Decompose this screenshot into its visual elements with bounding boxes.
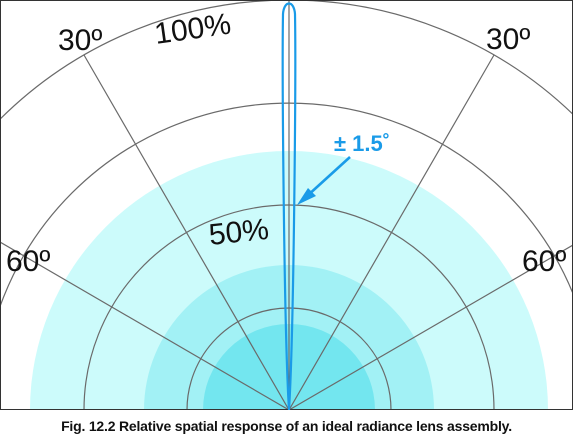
radial-line-30-right <box>288 54 495 410</box>
beam-lobe <box>281 2 297 410</box>
beam-arrow <box>297 156 351 205</box>
label-50-percent: 50% <box>207 213 270 252</box>
figure-caption: Fig. 12.2 Relative spatial response of a… <box>61 418 512 434</box>
beam-arrow-line <box>305 156 351 198</box>
radial-lines <box>0 0 573 410</box>
radial-line-60-left <box>0 241 290 410</box>
beam-angle-label: ± 1.5˚ <box>334 131 390 156</box>
label-60-right: 60º <box>522 245 566 278</box>
label-30-left: 30º <box>58 24 102 57</box>
beam-arrow-head <box>297 188 316 205</box>
radial-line-60-right <box>288 244 573 410</box>
label-30-right: 30º <box>486 23 530 56</box>
polar-response-diagram: 30º 100% 30º ± 1.5˚ 50% 60º 60º <box>0 0 573 410</box>
label-60-left: 60º <box>6 245 50 278</box>
label-100-percent: 100% <box>152 8 233 51</box>
radial-line-30-left <box>83 54 290 410</box>
